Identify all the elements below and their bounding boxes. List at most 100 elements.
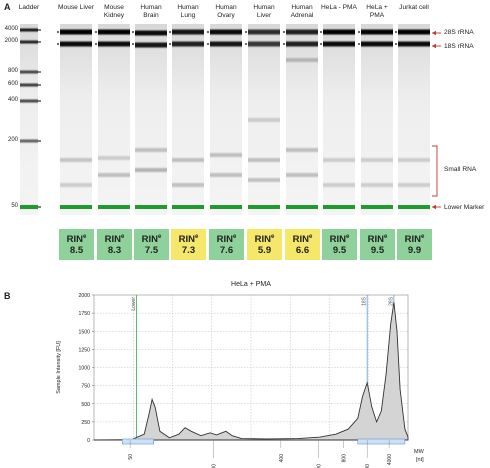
rin-label: RINe [141,234,162,246]
rna-band [248,158,280,162]
rna-band [361,41,393,47]
y-tick-label: 500 [81,402,90,408]
lane-label: Human Liver [253,4,275,19]
ladder-size-labels: 4000 2000 800 600 400 200 50 [0,0,18,225]
rna-band [20,139,38,143]
band-marker-dot [283,31,285,33]
x-tick-label: 600 [317,464,323,468]
rin-score-box: RINe 8.5 [59,229,94,260]
y-tick-label: 1750 [78,311,90,317]
rin-value: 5.9 [257,245,272,257]
panel-a-letter: A [4,2,11,12]
rna-band [172,158,204,162]
y-tick-label: 1000 [78,366,90,372]
rna-band [248,29,280,35]
rna-band [135,42,167,48]
lane-label: Jurkat cell [399,4,429,11]
band-marker-dot [169,43,171,45]
band-marker-dot [207,43,209,45]
small-rna-bracket [432,145,438,197]
rin-label: RINe [404,234,425,246]
rna-band [172,41,204,47]
rin-value: 7.5 [144,245,159,257]
rna-band [172,29,204,35]
chart-title: HeLa + PMA [231,281,271,288]
rna-band [20,99,38,103]
rin-value: 8.3 [107,245,122,257]
lower-marker-region [121,438,154,445]
rin-label: RINe [254,234,275,246]
rna-band [323,41,355,47]
lower-marker-band [286,205,318,209]
rin-value: 7.6 [219,245,234,257]
ladder-size-label: 4000 [4,26,18,32]
rna-band [98,173,130,177]
gel-lanes [20,24,441,215]
lane-background [210,24,242,215]
rna-band [98,156,130,160]
rna-band [323,183,355,187]
lane-label: HeLa - PMA [321,4,357,11]
rna-band [20,40,38,44]
lower-marker-band [20,205,38,209]
rna-band [361,158,393,162]
ladder-size-label: 400 [7,97,18,103]
rna-band [210,29,242,35]
lower-marker-band [135,205,167,209]
panel-b-letter: B [4,291,11,301]
rna-band [286,41,318,47]
gel-lane [132,24,167,215]
rna-band [135,168,167,172]
rin-label: RINe [367,234,388,246]
band-marker-dot [95,31,97,33]
band-marker-dot [245,43,247,45]
band-marker-dot [207,31,209,33]
rna-band [20,28,38,32]
band-marker-dot [320,31,322,33]
lane-label: Human Lung [177,4,199,19]
gel-lane [57,24,92,215]
lower-marker-band [361,205,393,209]
x-tick-label: 800 [342,454,348,463]
x-tick-label: 200 [211,464,217,468]
rna-band [398,29,430,35]
lower-marker-band [248,205,280,209]
x-tick-label: 4000 [387,454,393,465]
rna-band [135,148,167,152]
peak-label: Lower [131,297,137,311]
rin-value: 8.5 [69,245,84,257]
lower-marker-band [60,205,92,209]
y-tick-label: 250 [81,420,90,426]
y-tick-label: 750 [81,384,90,390]
peak-label: 18S [362,296,368,306]
band-marker-dot [169,31,171,33]
lane-label: HeLa + PMA [366,4,388,19]
lower-marker-label: Lower Marker [444,204,485,211]
rin-value: 9.5 [332,245,347,257]
rin-label: RINe [292,234,313,246]
gel-lane [169,24,204,215]
rna-band [20,83,38,87]
rna-band [172,183,204,187]
lane-label: Mouse Kidney [103,4,125,19]
lower-marker-arrow [432,204,441,210]
rin-value: 6.6 [295,245,310,257]
band-marker-dot [245,31,247,33]
lane-label: Mouse Liver [58,4,94,11]
lower-marker-band [398,205,430,209]
lane-label: Human Ovary [215,4,237,19]
rin-score-box: RINe 9.5 [360,229,395,260]
x-tick-label: 400 [279,454,285,463]
band-marker-dot [395,43,397,45]
ladder-size-label: 2000 [4,38,18,44]
rna-band [135,30,167,36]
rna-band [98,29,130,35]
rrna-18s-label: 18S rRNA [444,43,474,50]
gel-lane [207,24,242,215]
rna-band [286,58,318,62]
y-axis-label: Sample Intensity [FU] [56,341,62,394]
ladder-size-label: 50 [11,203,18,209]
peak-label: 28S [388,296,394,306]
rna-band [323,29,355,35]
band-marker-dot [283,43,285,45]
